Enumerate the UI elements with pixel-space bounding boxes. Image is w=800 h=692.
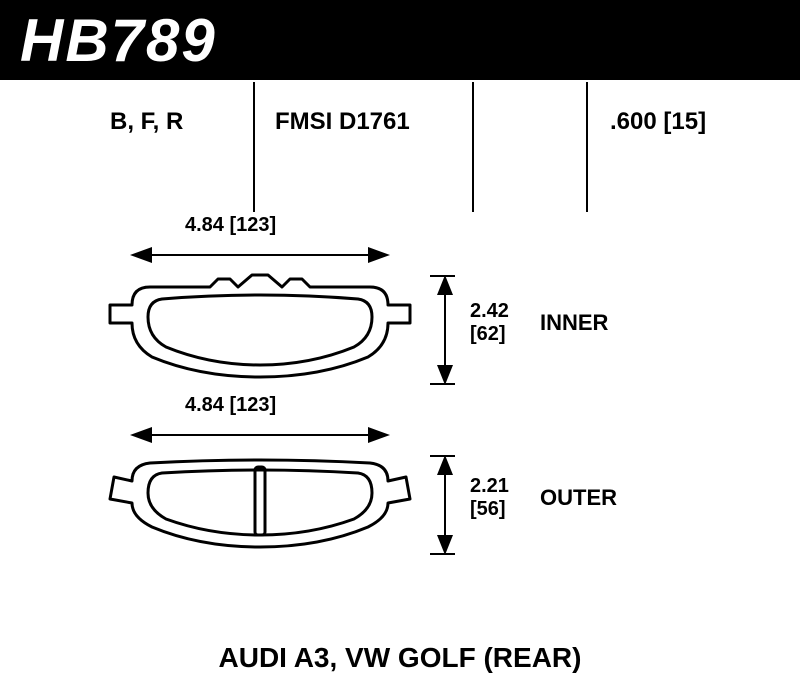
- inner-pad-shape: [110, 275, 410, 385]
- outer-width-label: 4.84 [123]: [185, 394, 276, 417]
- divider-tick-2: [472, 82, 474, 212]
- inner-height-label: 2.42 [62]: [470, 300, 509, 346]
- inner-pad-group: 4.84 [123] 2.42 [62] INNER: [130, 240, 550, 400]
- outer-width-arrow: [130, 420, 390, 450]
- inner-label: INNER: [540, 310, 608, 336]
- part-number: HB789: [20, 6, 217, 75]
- divider-tick-3: [586, 82, 588, 212]
- inner-width-label: 4.84 [123]: [185, 214, 276, 237]
- header-bar: HB789: [0, 0, 800, 80]
- outer-pad-shape: [110, 455, 410, 555]
- inner-width-arrow: [130, 240, 390, 270]
- outer-pad-group: 4.84 [123] 2.21 [56] OUTER: [130, 420, 550, 580]
- outer-height-label: 2.21 [56]: [470, 475, 509, 521]
- compounds-label: B, F, R: [110, 108, 183, 136]
- outer-height-arrow: [430, 455, 460, 555]
- inner-height-arrow: [430, 275, 460, 385]
- thickness-label: .600 [15]: [610, 108, 706, 136]
- application-label: AUDI A3, VW GOLF (REAR): [0, 642, 800, 674]
- outer-label: OUTER: [540, 485, 617, 511]
- fmsi-label: FMSI D1761: [275, 108, 410, 136]
- spec-row: B, F, R FMSI D1761 .600 [15]: [0, 108, 800, 138]
- divider-tick-1: [253, 82, 255, 212]
